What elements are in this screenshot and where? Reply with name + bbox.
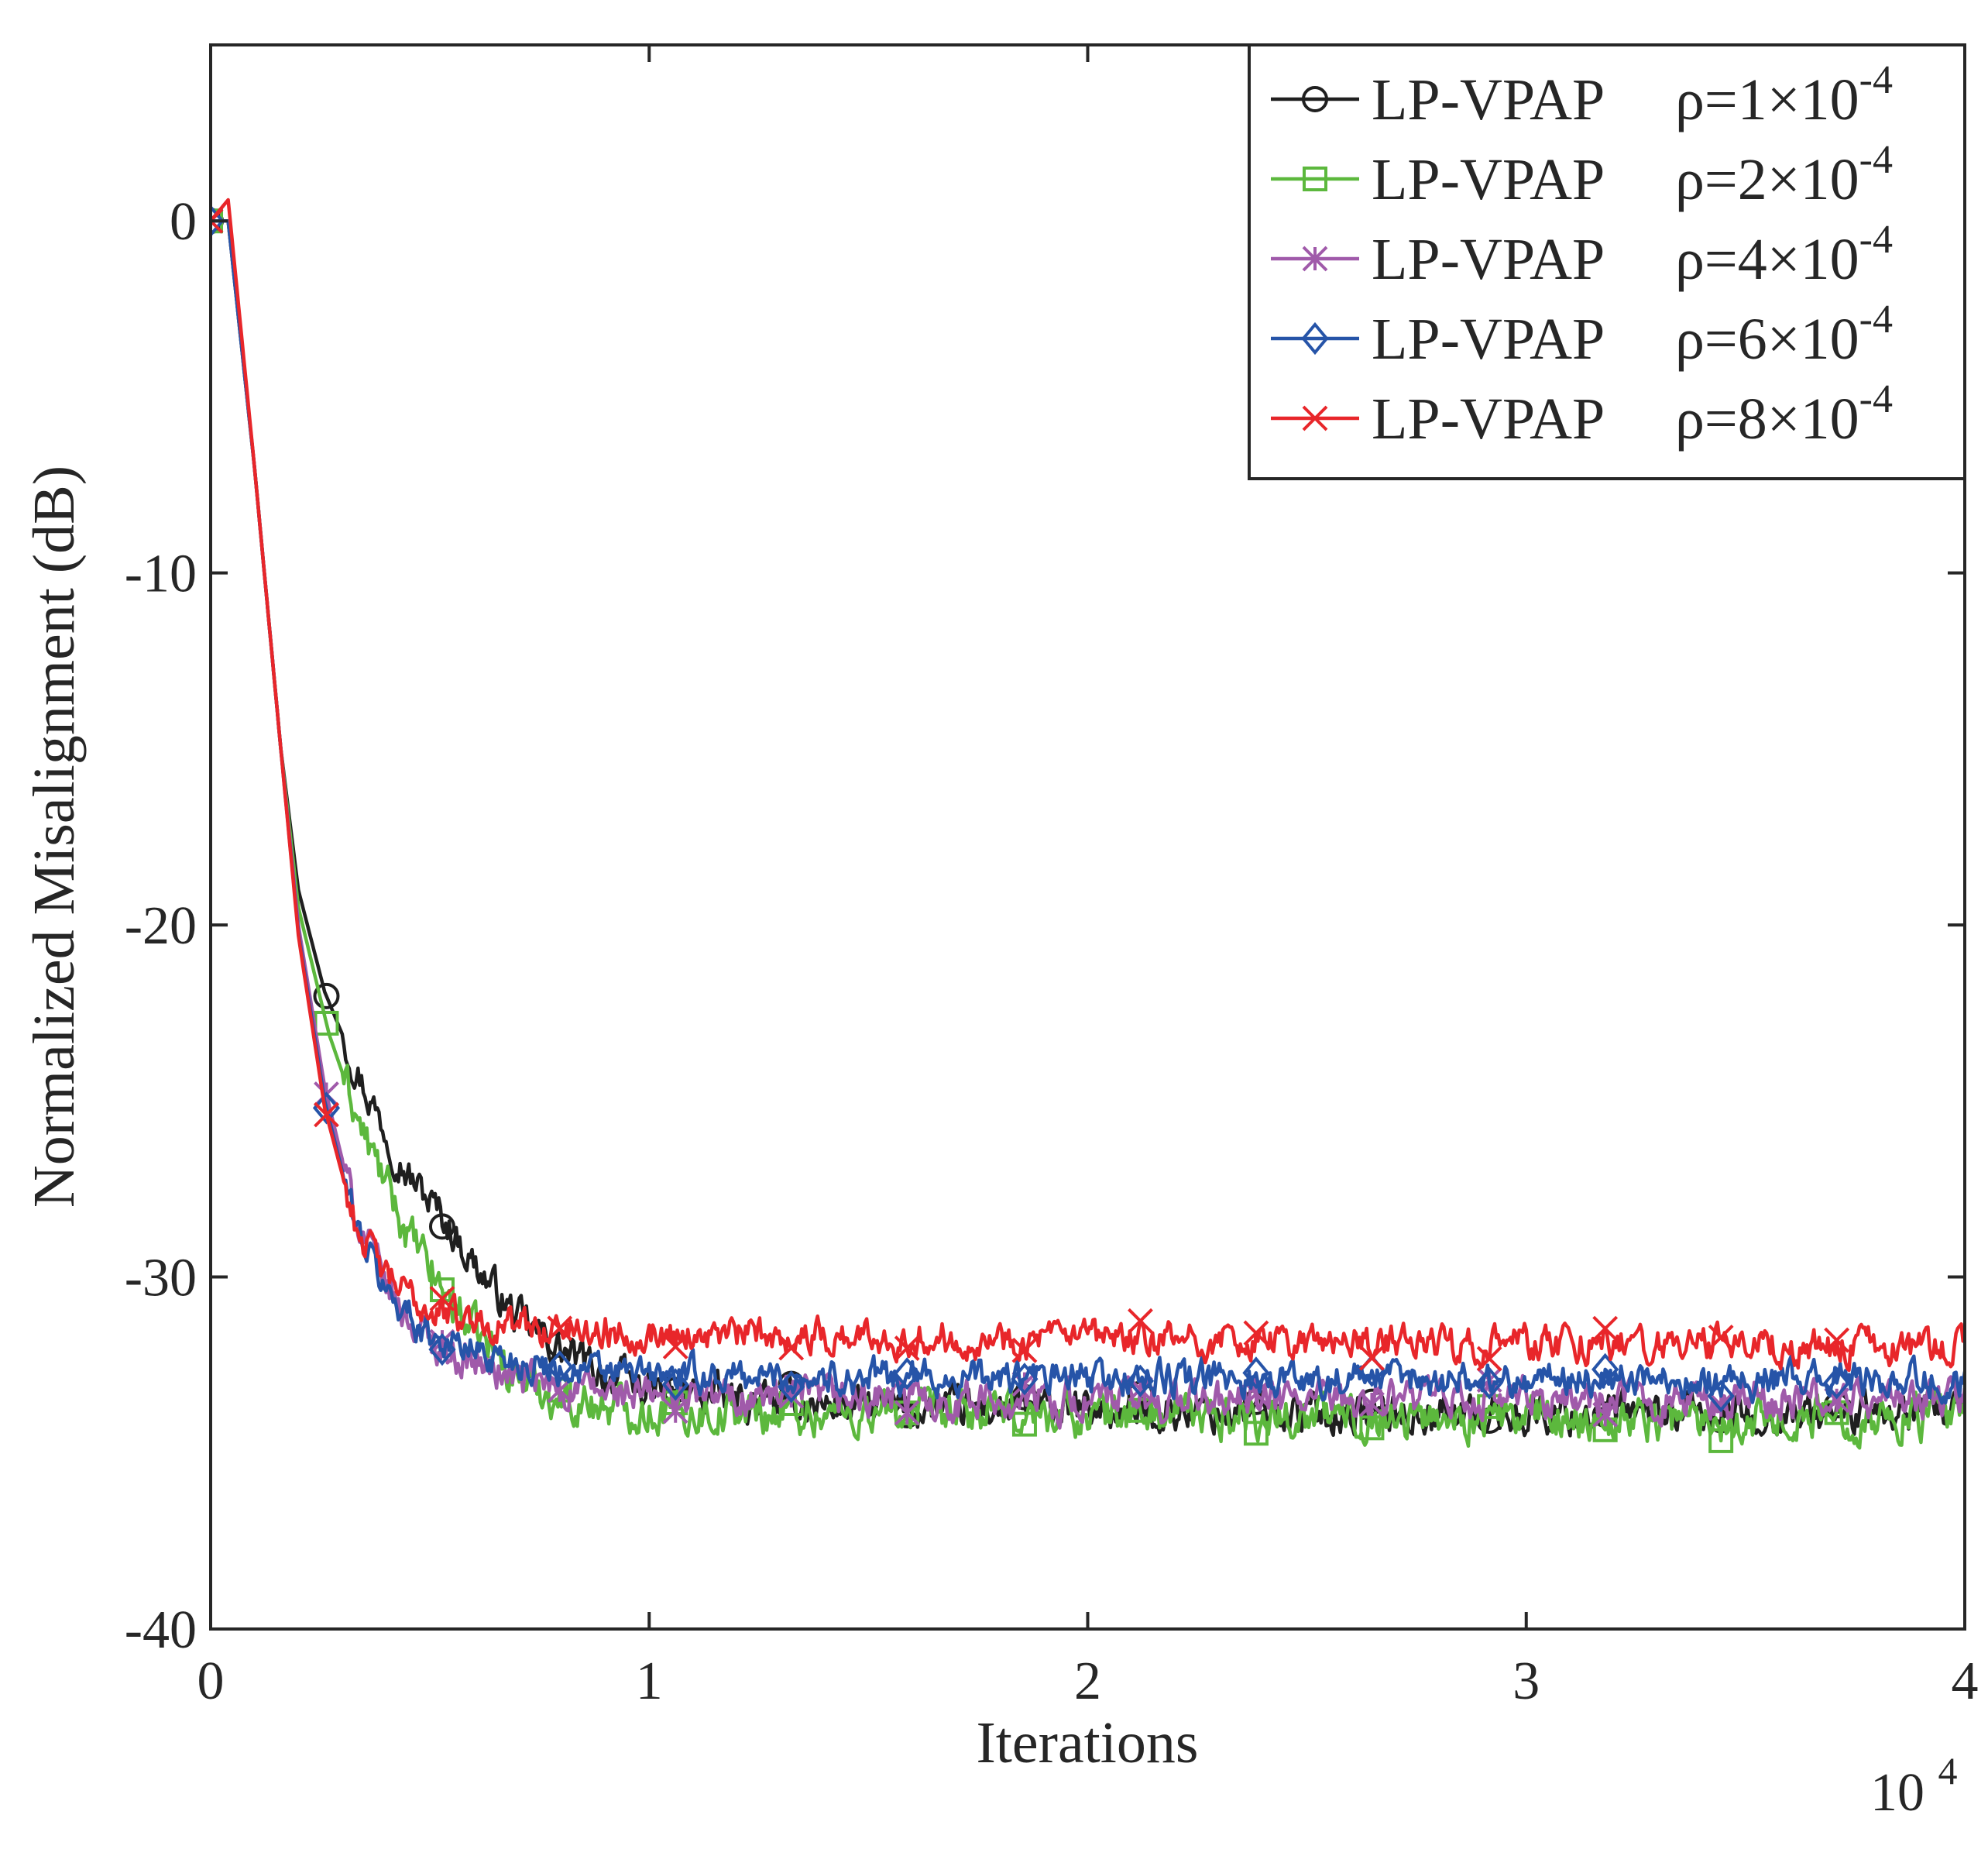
series-marker <box>661 1368 689 1401</box>
legend-item: LP-VPAP ρ=2×10-4 <box>1271 138 1893 212</box>
x-tick-label: 2 <box>1074 1651 1101 1711</box>
series-marker <box>662 1398 688 1425</box>
legend-label-rho: ρ=6×10 <box>1675 307 1859 372</box>
series-marker <box>1475 1366 1503 1400</box>
legend-marker <box>1302 86 1328 112</box>
series-marker <box>546 1331 573 1358</box>
legend: LP-VPAP ρ=1×10-4LP-VPAP ρ=2×10-4LP-VPAP ρ=4… <box>1248 43 1966 480</box>
legend-label-prefix: LP-VPAP <box>1372 147 1605 212</box>
legend-marker <box>1302 246 1328 272</box>
series-marker <box>1476 1346 1502 1372</box>
legend-label-prefix: LP-VPAP <box>1372 387 1605 452</box>
legend-label-prefix: LP-VPAP <box>1372 67 1605 132</box>
series-marker <box>1011 1411 1037 1437</box>
series-marker <box>1359 1415 1385 1441</box>
legend-label-rho: ρ=1×10 <box>1675 67 1859 132</box>
legend-label-rho: ρ=4×10 <box>1675 227 1859 292</box>
series-marker <box>1592 1315 1619 1342</box>
legend-marker <box>1302 405 1328 431</box>
y-tick-label: -20 <box>125 896 197 956</box>
legend-item: LP-VPAP ρ=1×10-4 <box>1271 58 1893 132</box>
series-marker <box>894 1335 920 1361</box>
series-marker <box>211 208 224 234</box>
series-marker <box>894 1400 920 1426</box>
legend-label-rho: ρ=2×10 <box>1675 147 1859 212</box>
series-marker <box>428 1213 455 1240</box>
series-4 <box>211 204 1965 1413</box>
legend-marker <box>1303 167 1327 191</box>
legend-box <box>1248 43 1966 480</box>
series-marker <box>428 1332 456 1366</box>
legend-item: LP-VPAP ρ=6×10-4 <box>1271 297 1893 372</box>
series-marker <box>1824 1327 1850 1353</box>
series-marker <box>314 1101 339 1128</box>
series-5 <box>211 198 1965 1373</box>
legend-label-rho: ρ=8×10 <box>1675 387 1859 452</box>
legend-label-exponent: -4 <box>1859 218 1893 262</box>
series-marker <box>662 1334 688 1359</box>
legend-label-prefix: LP-VPAP <box>1372 227 1605 292</box>
legend-label-exponent: -4 <box>1859 138 1893 182</box>
legend-label: LP-VPAP ρ=8×10-4 <box>1372 377 1893 452</box>
series-marker <box>211 204 225 238</box>
x-tick-label: 0 <box>197 1651 225 1711</box>
series-marker <box>893 1357 921 1390</box>
series-marker <box>1591 1352 1619 1387</box>
series-marker <box>1592 1401 1619 1428</box>
series-marker <box>312 1091 341 1125</box>
series-line <box>211 218 1965 1430</box>
series-marker <box>778 1335 805 1361</box>
x-tick-label: 3 <box>1512 1651 1540 1711</box>
series-marker <box>1359 1345 1385 1371</box>
series-marker <box>1126 1364 1155 1397</box>
legend-label: LP-VPAP ρ=1×10-4 <box>1372 58 1893 132</box>
legend-label-exponent: -4 <box>1859 377 1893 421</box>
y-tick-label: -40 <box>125 1600 197 1660</box>
series-marker <box>547 1315 573 1342</box>
series-marker <box>1708 1325 1734 1350</box>
series-marker <box>546 1350 574 1383</box>
series-marker <box>1011 1363 1039 1396</box>
series-marker <box>1708 1428 1734 1453</box>
series-marker <box>1011 1337 1038 1363</box>
series-marker <box>1243 1421 1269 1446</box>
series-marker <box>1128 1308 1153 1334</box>
y-tick-label: 0 <box>170 192 197 252</box>
legend-label: LP-VPAP ρ=4×10-4 <box>1372 218 1893 292</box>
series-marker <box>778 1370 805 1404</box>
x-axis-exponent: 10 4 <box>1870 1749 1958 1823</box>
y-axis-label: Normalized Misalignment (dB) <box>22 466 87 1208</box>
series-marker <box>1707 1380 1735 1413</box>
series-marker <box>313 982 340 1009</box>
x-axis-exponent-base: 10 <box>1870 1763 1924 1823</box>
x-axis-exponent-power: 4 <box>1938 1749 1958 1792</box>
series-marker <box>1243 1320 1269 1346</box>
x-tick-label: 1 <box>636 1651 663 1711</box>
series-line <box>211 218 1965 1405</box>
legend-marker <box>1301 321 1329 356</box>
x-axis-label: Iterations <box>976 1710 1198 1775</box>
legend-label-exponent: -4 <box>1859 58 1893 102</box>
series-marker <box>1823 1366 1851 1400</box>
axes-layer: 0 1 2 3 4 0 -10 -20 -30 -40 <box>125 43 1979 1711</box>
series-layer <box>211 198 1965 1453</box>
series-line <box>211 198 1965 1373</box>
series-marker <box>1242 1356 1270 1390</box>
legend-label: LP-VPAP ρ=6×10-4 <box>1372 297 1893 372</box>
y-tick-label: -30 <box>125 1249 197 1308</box>
legend-item: LP-VPAP ρ=4×10-4 <box>1271 218 1893 292</box>
legend-item: LP-VPAP ρ=8×10-4 <box>1271 377 1893 452</box>
series-marker <box>1359 1391 1385 1418</box>
legend-label-exponent: -4 <box>1859 297 1893 342</box>
y-tick-label: -10 <box>125 545 197 604</box>
legend-label: LP-VPAP ρ=2×10-4 <box>1372 138 1893 212</box>
series-marker <box>429 1286 455 1311</box>
x-tick-label: 4 <box>1952 1651 1979 1711</box>
legend-label-prefix: LP-VPAP <box>1372 307 1605 372</box>
